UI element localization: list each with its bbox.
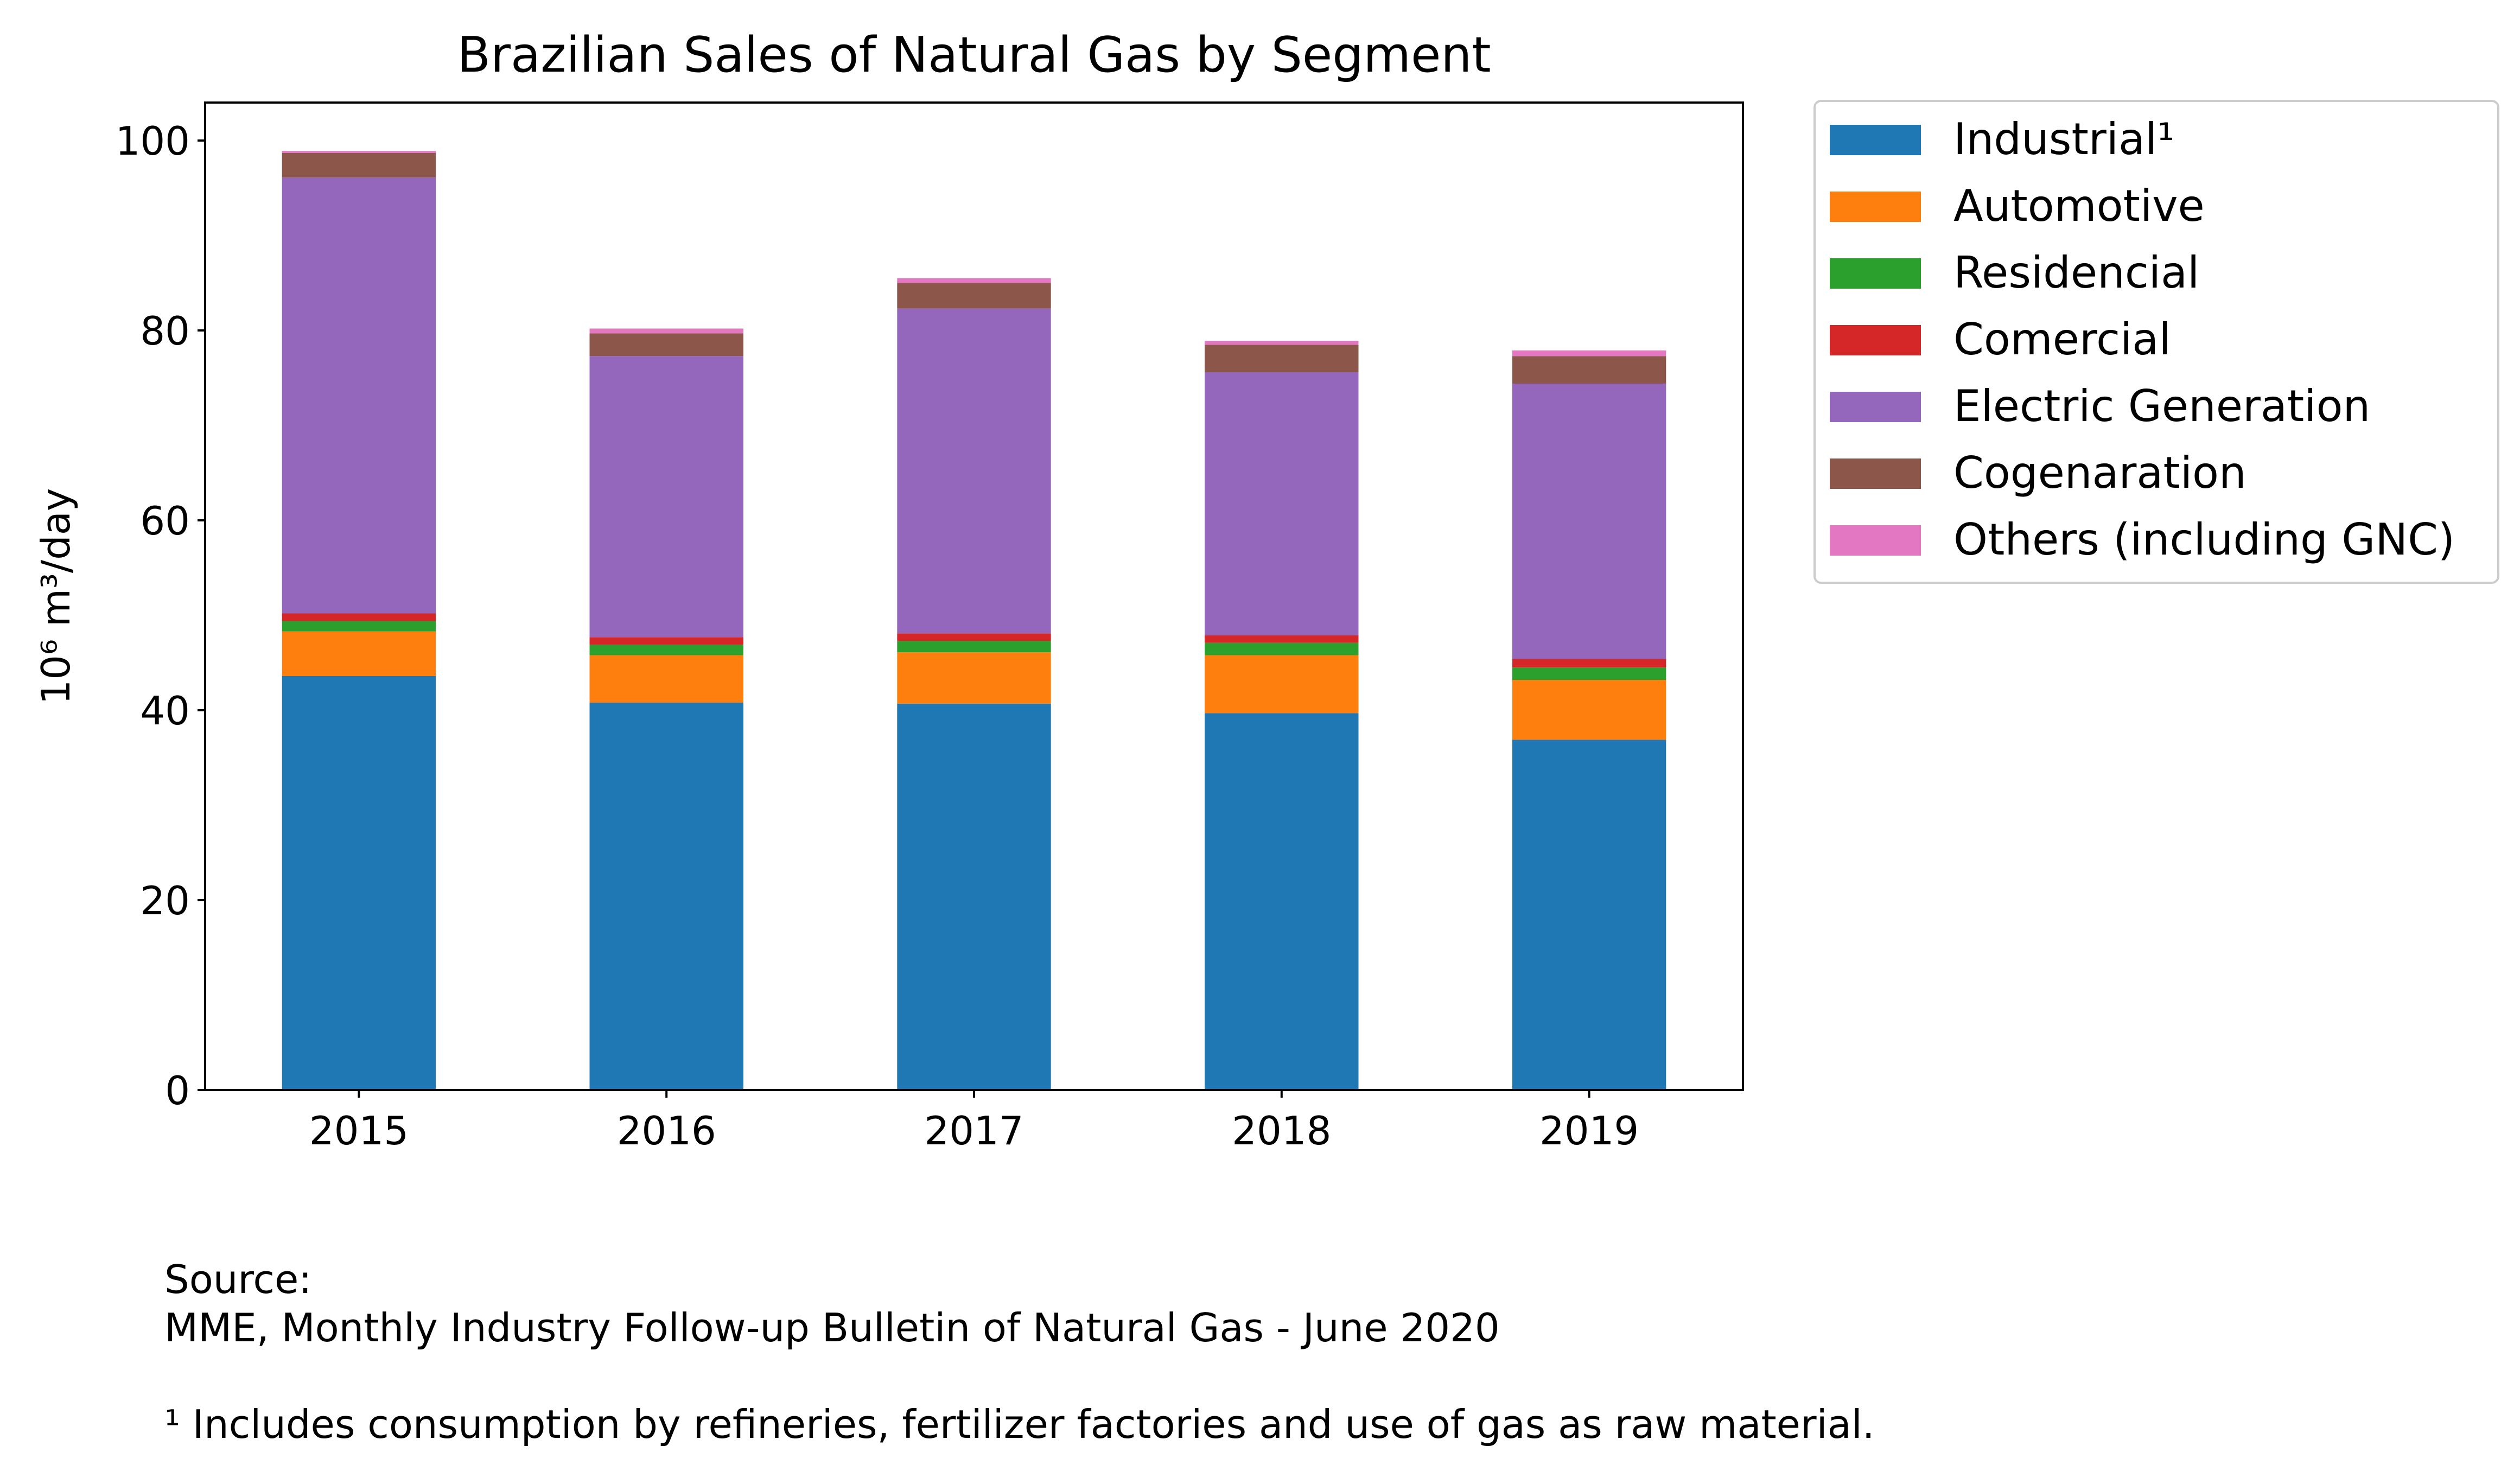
bar-2017-series-6 xyxy=(897,278,1051,283)
bar-2017-series-2 xyxy=(897,641,1051,653)
x-tick-label: 2017 xyxy=(924,1108,1023,1154)
legend-swatch xyxy=(1830,125,1921,155)
y-tick-label: 60 xyxy=(140,498,190,544)
bar-2017-series-0 xyxy=(897,703,1051,1090)
bar-2019-series-5 xyxy=(1512,356,1666,384)
legend-label: Cogenaration xyxy=(1953,448,2247,498)
y-tick-label: 20 xyxy=(140,878,190,923)
bar-2015-series-3 xyxy=(282,613,436,621)
bar-2015-series-0 xyxy=(282,676,436,1090)
bar-2016-series-4 xyxy=(589,356,743,638)
source-label: Source: xyxy=(164,1257,312,1302)
bars-layer xyxy=(282,151,1666,1090)
chart-title: Brazilian Sales of Natural Gas by Segmen… xyxy=(457,27,1491,84)
bar-2017-series-3 xyxy=(897,633,1051,641)
bar-2016-series-1 xyxy=(589,655,743,703)
bar-2019-series-6 xyxy=(1512,350,1666,356)
bar-2016-series-3 xyxy=(589,637,743,645)
legend-label: Industrial¹ xyxy=(1953,114,2174,164)
x-tick-label: 2018 xyxy=(1232,1108,1331,1154)
legend-items: Industrial¹ Automotive Residencial Comercia… xyxy=(1830,114,2455,565)
legend-swatch xyxy=(1830,258,1921,289)
bar-2017-series-5 xyxy=(897,283,1051,309)
bar-2015-series-4 xyxy=(282,177,436,614)
bar-2015-series-1 xyxy=(282,631,436,676)
legend-swatch xyxy=(1830,458,1921,489)
legend-swatch xyxy=(1830,192,1921,222)
legend-swatch xyxy=(1830,325,1921,355)
bar-2017-series-4 xyxy=(897,308,1051,634)
legend-label: Electric Generation xyxy=(1953,381,2370,431)
bar-2018-series-5 xyxy=(1205,345,1359,372)
legend-frame xyxy=(1813,100,2499,584)
x-tick-label: 2016 xyxy=(617,1108,716,1154)
bar-2018-series-4 xyxy=(1205,372,1359,635)
legend-label: Others (including GNC) xyxy=(1953,514,2455,565)
bar-2016-series-6 xyxy=(589,328,743,334)
x-tick-label: 2015 xyxy=(309,1108,409,1154)
bar-2019-series-2 xyxy=(1512,667,1666,680)
legend-swatch xyxy=(1830,392,1921,422)
legend: Industrial¹ Automotive Residencial Comercia… xyxy=(1813,100,2499,584)
legend-label: Automotive xyxy=(1953,181,2205,231)
bar-2018-series-2 xyxy=(1205,642,1359,655)
y-tick-label: 0 xyxy=(165,1068,190,1113)
bar-2016-series-5 xyxy=(589,333,743,356)
footnotes: Source: MME, Monthly Industry Follow-up … xyxy=(164,1257,1875,1447)
bar-2016-series-2 xyxy=(589,645,743,655)
x-tick-label: 2019 xyxy=(1539,1108,1639,1154)
legend-swatch xyxy=(1830,525,1921,556)
plot-frame xyxy=(204,101,1744,1091)
bar-2019-series-0 xyxy=(1512,740,1666,1090)
bar-2017-series-1 xyxy=(897,652,1051,704)
bar-2019-series-3 xyxy=(1512,659,1666,668)
bar-2018-series-6 xyxy=(1205,341,1359,345)
bar-2015-series-2 xyxy=(282,621,436,632)
bar-2018-series-0 xyxy=(1205,713,1359,1090)
source-text: MME, Monthly Industry Follow-up Bulletin… xyxy=(164,1305,1500,1351)
bar-2019-series-4 xyxy=(1512,384,1666,659)
bar-2019-series-1 xyxy=(1512,680,1666,740)
legend-label: Comercial xyxy=(1953,314,2171,365)
y-tick-label: 40 xyxy=(140,688,190,734)
y-axis-label: 10⁶ m³/day xyxy=(33,488,79,704)
bar-2015-series-6 xyxy=(282,151,436,153)
legend-label: Residencial xyxy=(1953,247,2199,298)
bar-2018-series-1 xyxy=(1205,655,1359,714)
bar-2015-series-5 xyxy=(282,152,436,178)
bar-2018-series-3 xyxy=(1205,635,1359,643)
footnote-industrial: ¹ Includes consumption by refineries, fe… xyxy=(164,1402,1875,1447)
x-axis: 2015 2016 2017 2018 2019 xyxy=(309,1090,1639,1154)
y-tick-label: 80 xyxy=(140,308,190,354)
y-axis: 0 20 40 60 80 100 xyxy=(116,118,205,1113)
bar-2016-series-0 xyxy=(589,703,743,1090)
y-tick-label: 100 xyxy=(116,118,190,164)
